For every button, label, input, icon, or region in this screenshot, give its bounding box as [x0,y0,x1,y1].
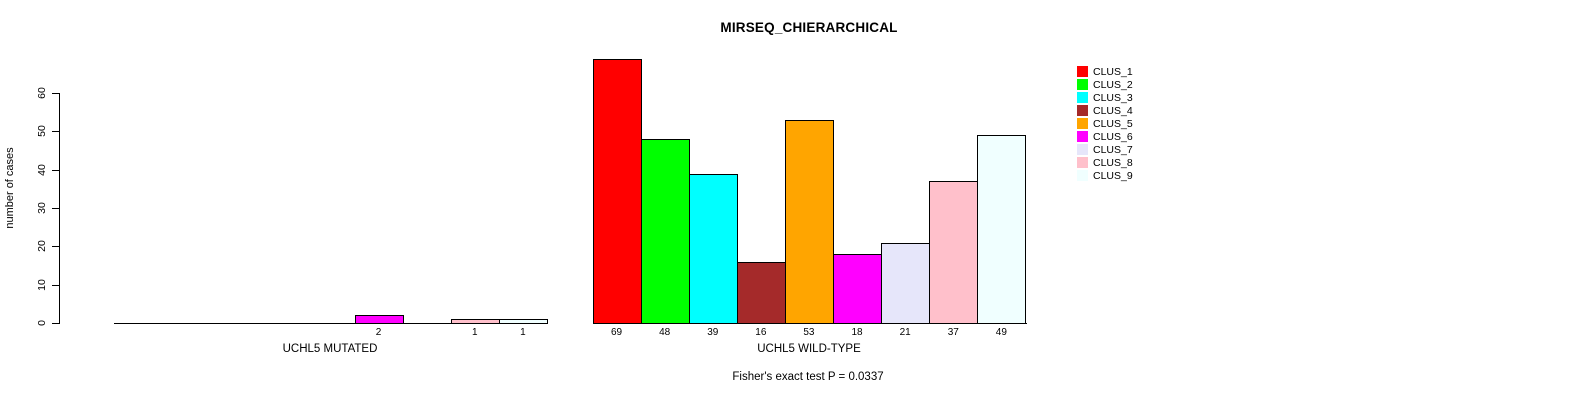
group-baseline [114,323,548,324]
bar-clus_2 [641,139,690,324]
bar-clus_5 [785,120,834,324]
bar-value-label: 1 [520,327,526,338]
bar-clus_7 [881,243,930,324]
chart-title: MIRSEQ_CHIERARCHICAL [720,20,898,35]
bar-value-label: 69 [610,327,623,338]
y-tick [52,246,59,247]
legend-swatch-clus_4 [1077,105,1088,116]
bar-value-label: 53 [803,327,815,338]
legend-label-clus_3: CLUS_3 [1093,91,1133,104]
fisher-test-annotation: Fisher's exact test P = 0.0337 [732,371,884,383]
y-axis-line [59,93,60,324]
bar-value-label: 39 [707,327,719,338]
bar-value-label: 37 [947,327,959,338]
legend-swatch-clus_2 [1077,79,1088,90]
y-tick [52,93,59,94]
bar-clus_6 [355,315,404,324]
legend-swatch-clus_6 [1077,131,1088,142]
bar-value-label: 1 [471,327,478,338]
legend-swatch-clus_8 [1077,157,1088,168]
bar-clus_9 [977,135,1026,324]
group-label-uchl5-wild-type: UCHL5 WILD-TYPE [757,343,861,355]
y-tick-label: 30 [36,202,48,214]
y-tick [52,323,59,324]
y-tick [52,170,59,171]
legend-label-clus_5: CLUS_5 [1093,117,1133,130]
legend-label-clus_7: CLUS_7 [1093,143,1133,156]
bar-clus_6 [833,254,882,324]
bar-value-label: 48 [659,327,671,338]
legend-label-clus_4: CLUS_4 [1093,104,1133,117]
legend-label-clus_9: CLUS_9 [1093,169,1133,182]
y-tick-label: 10 [36,279,48,291]
bar-value-label: 49 [995,327,1007,338]
legend-label-clus_8: CLUS_8 [1093,156,1133,169]
y-tick-label: 50 [36,125,48,137]
legend-swatch-clus_1 [1077,66,1088,77]
group-label-uchl5-mutated: UCHL5 MUTATED [282,343,378,355]
y-tick-label: 40 [36,164,48,176]
y-tick [52,131,59,132]
bar-clus_9 [499,319,548,324]
legend-swatch-clus_5 [1077,118,1088,129]
y-tick [52,285,59,286]
legend-label-clus_1: CLUS_1 [1093,65,1133,78]
y-axis-label: number of cases [4,147,16,229]
y-tick-label: 20 [36,240,48,252]
bar-value-label: 21 [899,327,911,338]
bar-clus_3 [689,174,738,324]
y-tick-label: 0 [36,320,48,326]
bar-clus_8 [929,181,978,324]
bar-clus_4 [737,262,786,324]
legend-swatch-clus_9 [1077,170,1088,181]
y-tick-label: 60 [36,87,48,99]
y-tick [52,208,59,209]
bar-value-label: 2 [375,327,382,338]
bar-value-label: 18 [851,327,863,338]
legend-swatch-clus_3 [1077,92,1088,103]
bar-clus_8 [451,319,500,324]
legend-swatch-clus_7 [1077,144,1088,155]
legend-label-clus_2: CLUS_2 [1093,78,1133,91]
legend-label-clus_6: CLUS_6 [1093,130,1133,143]
bar-value-label: 16 [755,327,767,338]
bar-clus_1 [593,59,642,324]
